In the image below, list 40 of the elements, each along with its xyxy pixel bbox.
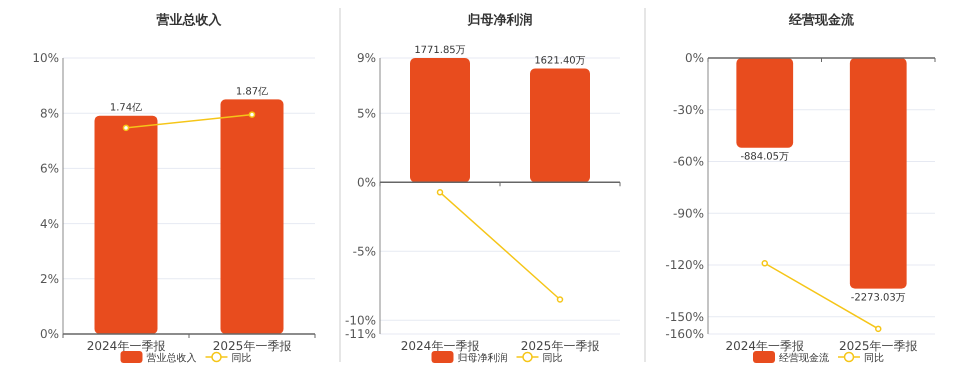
y-tick-label: -60% [672,154,704,169]
legend-label: 同比 [542,352,562,364]
y-tick-label: 0% [684,51,704,66]
data-label: -2273.03万 [850,292,906,304]
chart-title: 归母净利润 [466,12,532,28]
y-tick-label: -30% [672,102,704,117]
chart-title: 经营现金流 [788,12,855,28]
legend-label: 归母净利润 [458,352,508,364]
x-tick-label: 2025年一季报 [520,339,600,353]
x-tick-label: 2024年一季报 [400,339,480,353]
y-tick-label: -160% [665,327,704,342]
x-tick-label: 2024年一季报 [86,339,166,353]
x-tick-label: 2024年一季报 [725,339,804,353]
y-tick-label: -150% [665,310,704,324]
legend-label: 同比 [232,352,252,364]
data-label: 1.87亿 [236,86,268,98]
y-tick-label: -5% [352,244,376,258]
x-tick-label: 2025年一季报 [212,339,292,353]
y-tick-label: 9% [356,51,376,66]
data-label: 1771.85万 [414,45,466,56]
legend-label: 经营现金流 [779,352,829,364]
legend-label: 同比 [864,352,884,364]
legend-label: 营业总收入 [146,352,196,364]
data-label: 1621.40万 [534,56,586,67]
y-tick-label: 0% [356,175,376,190]
y-tick-label: -120% [665,258,704,272]
chart-title: 营业总收入 [156,12,222,28]
data-label: 1.74亿 [110,102,142,114]
y-tick-label: 4% [40,216,59,231]
y-tick-label: 6% [40,162,59,176]
y-tick-label: 2% [40,272,59,286]
y-tick-label: 0% [40,327,59,342]
y-tick-label: 10% [32,51,59,66]
x-tick-label: 2025年一季报 [838,339,918,353]
data-label: -884.05万 [740,152,790,163]
y-tick-label: 8% [40,106,59,120]
y-tick-label: 5% [356,106,376,120]
y-tick-label: -10% [344,313,376,328]
y-tick-label: -11% [344,327,376,342]
y-tick-label: -90% [672,206,704,220]
